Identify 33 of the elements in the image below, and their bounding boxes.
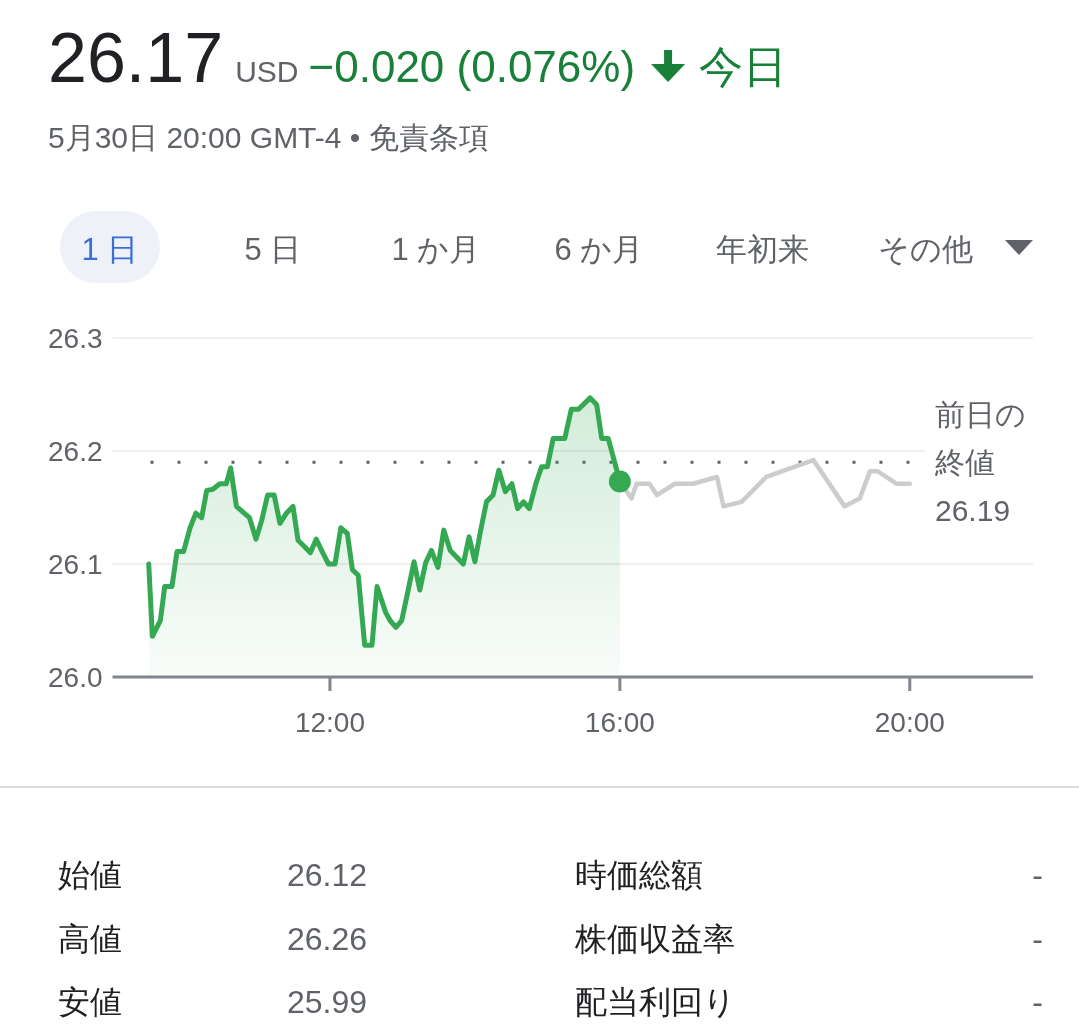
- annotation: 26.12: [287, 857, 368, 893]
- annotation: 6 か月: [554, 232, 644, 267]
- annotation: 1 日: [81, 232, 139, 267]
- subtitle: 5月30日 20:00 GMT-4 • 免責条項: [48, 121, 489, 154]
- annotation: 株価収益率: [575, 920, 735, 957]
- annotation: -: [1032, 920, 1043, 957]
- annotation: -: [1032, 857, 1043, 893]
- ref-line-label: 26.19: [935, 493, 1011, 527]
- title: 26.17: [48, 19, 224, 97]
- annotation: その他: [877, 232, 973, 267]
- annotation: 26.26: [287, 920, 368, 957]
- annotation: 始値: [58, 857, 122, 893]
- annotation: 時価総額: [575, 857, 703, 893]
- ytick-label: 26.3: [48, 322, 103, 354]
- annotation: 配当利回り: [575, 984, 736, 1020]
- xtick-label: 12:00: [294, 707, 365, 738]
- annotation: −0.020 (0.076%): [308, 42, 636, 91]
- annotation: USD: [235, 55, 299, 88]
- annotation: 今日: [699, 42, 788, 91]
- ytick-label: 26.1: [48, 548, 103, 580]
- annotation: 25.99: [287, 984, 368, 1020]
- annotation: 1 か月: [391, 232, 481, 267]
- ytick-label: 26.0: [48, 661, 103, 693]
- annotation: -: [1032, 984, 1043, 1020]
- ytick-label: 26.2: [48, 435, 103, 467]
- xtick-label: 20:00: [874, 707, 945, 738]
- ref-line-label: 終値: [935, 445, 995, 479]
- xtick-label: 16:00: [584, 707, 655, 738]
- annotation: 5 日: [244, 232, 302, 267]
- annotation: 高値: [58, 920, 122, 957]
- annotation: 安値: [58, 984, 122, 1020]
- annotation: 年初来: [715, 232, 809, 267]
- ref-line-label: 前日の: [935, 397, 1026, 431]
